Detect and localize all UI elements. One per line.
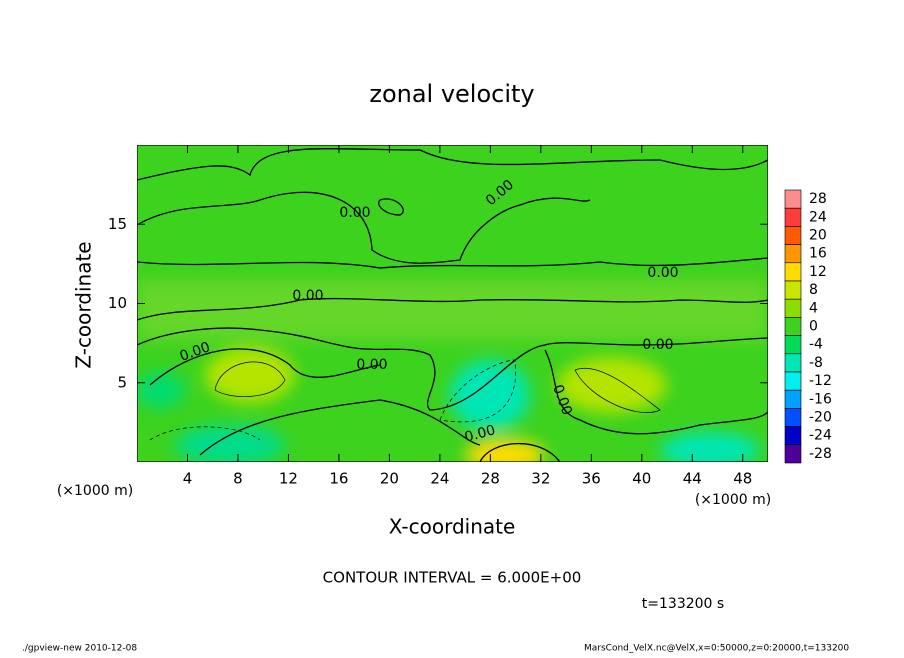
colorbar-box xyxy=(784,353,802,373)
x-tick-label: 36 xyxy=(582,470,601,488)
colorbar-box xyxy=(784,426,802,446)
x-tick-label: 40 xyxy=(632,470,651,488)
contour-interval: CONTOUR INTERVAL = 6.000E+00 xyxy=(323,569,582,587)
x-tick-label: 24 xyxy=(430,470,449,488)
colorbar-label: 28 xyxy=(809,191,827,207)
y-tick-label: 15 xyxy=(108,215,127,233)
colorbar-label: -12 xyxy=(809,373,832,389)
x-tick-label: 8 xyxy=(233,470,243,488)
x-tick-label: 20 xyxy=(380,470,399,488)
x-tick-label: 48 xyxy=(733,470,752,488)
field xyxy=(137,145,768,462)
colorbar-label: -20 xyxy=(809,410,832,426)
x-tick-label: 16 xyxy=(329,470,348,488)
colorbar-box xyxy=(784,280,802,300)
y-tick-label: 5 xyxy=(117,373,127,391)
colorbar-label: 20 xyxy=(809,228,827,244)
footer-right: MarsCond_VelX.nc@VelX,x=0:50000,z=0:2000… xyxy=(584,644,849,654)
colorbar-label: 16 xyxy=(809,246,827,262)
contour-label: 0.00 xyxy=(463,422,497,446)
contour-label: 0.00 xyxy=(292,288,323,304)
time-label: t=133200 s xyxy=(642,596,724,612)
contour-label: 0.00 xyxy=(642,337,673,353)
x-axis-title: X-coordinate xyxy=(389,515,516,539)
colorbar-box xyxy=(784,444,802,464)
colorbar-label: 12 xyxy=(809,264,827,280)
colorbar-label: -4 xyxy=(809,337,823,353)
footer-left: ./gpview-new 2010-12-08 xyxy=(22,644,137,654)
colorbar-box xyxy=(784,226,802,245)
colorbar-label: -24 xyxy=(809,428,832,444)
contour-label: 0.00 xyxy=(339,205,370,221)
colorbar-box xyxy=(784,262,802,282)
chart-title: zonal velocity xyxy=(369,80,534,108)
colorbar-label: 8 xyxy=(809,282,818,298)
x-unit: (×1000 m) xyxy=(695,492,771,508)
colorbar-box xyxy=(784,317,802,336)
colorbar-label: 24 xyxy=(809,209,827,225)
x-tick-label: 44 xyxy=(683,470,702,488)
colorbar-box xyxy=(784,335,802,355)
colorbar-box xyxy=(784,207,802,227)
colorbar-box xyxy=(784,244,802,264)
contour-label: 0.00 xyxy=(356,357,387,373)
colorbar-box xyxy=(784,408,802,427)
colorbar-box xyxy=(784,389,802,409)
colorbar-label: -28 xyxy=(809,446,832,462)
colorbar-box xyxy=(784,189,802,209)
colorbar-label: -8 xyxy=(809,355,823,371)
colorbar-label: 0 xyxy=(809,319,818,335)
colorbar-label: -16 xyxy=(809,391,832,407)
x-tick-label: 4 xyxy=(183,470,193,488)
contour-label: 0.00 xyxy=(647,265,678,281)
x-tick-label: 32 xyxy=(531,470,550,488)
colorbar-box xyxy=(784,298,802,318)
y-axis-title: Z-coordinate xyxy=(72,241,96,368)
y-unit: (×1000 m) xyxy=(57,483,133,499)
x-tick-label: 28 xyxy=(481,470,500,488)
x-tick-label: 12 xyxy=(279,470,298,488)
colorbar-box xyxy=(784,371,802,391)
colorbar-label: 4 xyxy=(809,300,818,316)
y-tick-label: 10 xyxy=(108,294,127,312)
